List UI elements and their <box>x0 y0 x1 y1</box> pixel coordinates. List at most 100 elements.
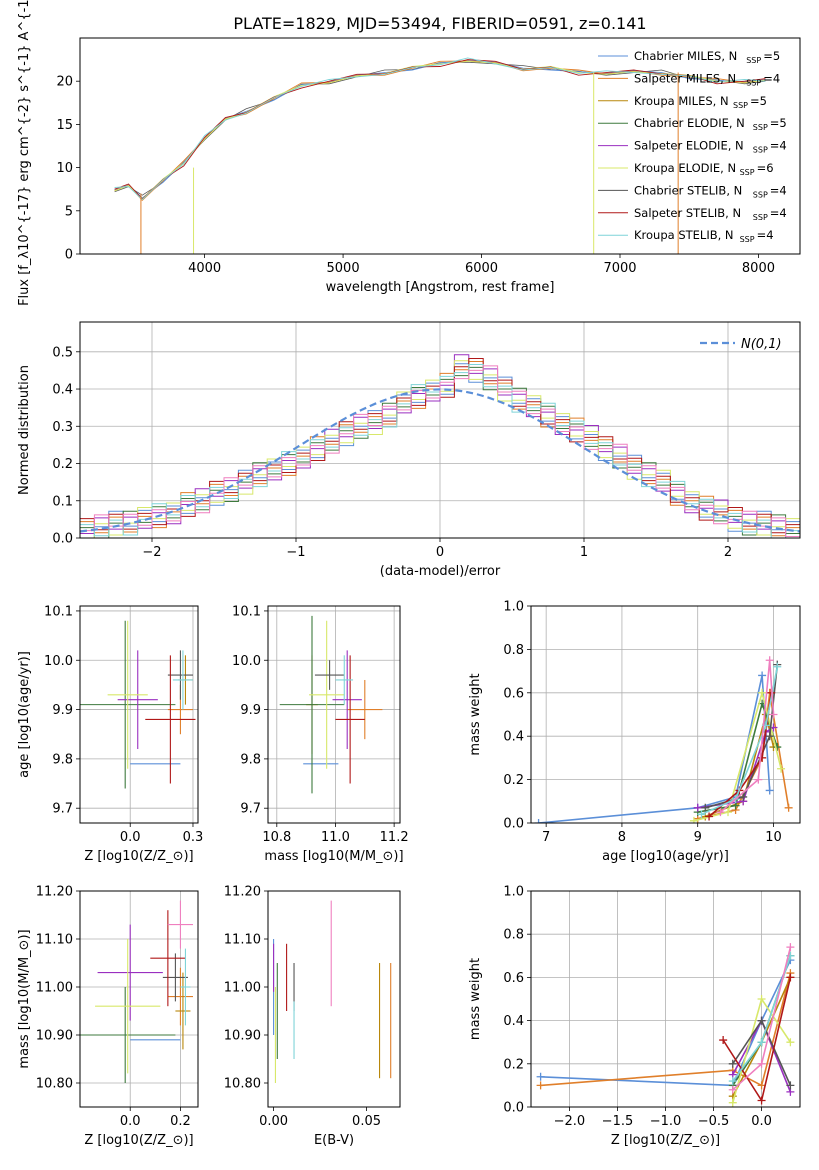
y-tick-label: 0.4 <box>503 730 524 745</box>
y-tick-label: 9.9 <box>52 703 73 718</box>
x-tick-label: 0.2 <box>170 1114 191 1129</box>
legend-nssp: =4 <box>770 139 787 153</box>
y-tick-label: 9.7 <box>240 802 261 817</box>
weight-marker <box>728 1085 737 1094</box>
y-axis-label: mass [log10(M/M_⊙)] <box>17 929 32 1068</box>
weight-marker <box>728 1098 737 1107</box>
y-axis-label: Normed distribution <box>17 365 32 495</box>
legend-label: N(0,1) <box>741 337 782 352</box>
weight-marker <box>534 819 543 823</box>
x-tick-label: 4000 <box>188 261 221 276</box>
y-tick-label: 10.80 <box>36 1077 73 1092</box>
plot-area-mass-age <box>279 615 383 794</box>
legend-label: Chabrier STELIB, N <box>634 183 742 197</box>
y-tick-label: 0.4 <box>503 1014 524 1029</box>
axes-frame <box>530 605 801 824</box>
x-axis-label: wavelength [Angstrom, rest frame] <box>326 280 555 295</box>
weight-marker <box>705 812 714 821</box>
legend-label: Chabrier MILES, N <box>634 49 737 63</box>
y-tick-label: 11.10 <box>224 933 261 948</box>
spectrum-line <box>114 57 766 201</box>
y-tick-label: 9.7 <box>52 802 73 817</box>
y-tick-label: 0.1 <box>52 494 73 509</box>
x-axis-label: (data-model)/error <box>380 564 501 579</box>
x-tick-label: 10.8 <box>262 830 291 845</box>
panel-age-weight: 7 8 9 10 0.0 0.2 0.4 0.6 0.8 1.0 age [log10(age/yr… <box>468 600 801 864</box>
y-axis-label: mass weight <box>468 673 483 755</box>
x-tick-label: 11.0 <box>321 830 350 845</box>
legend-nssp: =4 <box>770 206 787 220</box>
y-tick-label: 0.2 <box>52 457 73 472</box>
y-tick-label: 0 <box>65 248 73 263</box>
axes-frame <box>530 890 801 1108</box>
legend-nssp: =4 <box>763 71 780 85</box>
axes-frame <box>267 605 401 824</box>
y-tick-label: 0.6 <box>503 686 524 701</box>
y-axis-label: mass weight <box>468 958 483 1040</box>
weight-marker <box>693 803 702 812</box>
x-tick-label: 0.0 <box>120 1114 141 1129</box>
weight-marker <box>773 662 782 671</box>
x-tick-label: −2.0 <box>554 1114 586 1129</box>
y-tick-label: 11.00 <box>36 981 73 996</box>
plot-area-residuals <box>80 354 800 538</box>
weight-marker <box>757 995 766 1003</box>
x-tick-label: −0.5 <box>698 1114 730 1129</box>
legend-nssp: =5 <box>770 116 787 130</box>
weight-marker <box>716 808 725 817</box>
plot-area-age-weight <box>534 656 793 823</box>
weight-marker <box>773 743 782 752</box>
x-axis-label: Z [log10(Z/Z_⊙)] <box>611 1133 720 1148</box>
normal-curve <box>80 388 800 533</box>
y-tick-label: 11.20 <box>36 885 73 900</box>
x-tick-label: 0.3 <box>183 830 204 845</box>
legend-nssp: =6 <box>757 161 774 175</box>
legend-label: Salpeter MILES, N <box>634 71 736 85</box>
weight-marker <box>757 1016 766 1025</box>
y-tick-label: 0.4 <box>52 383 73 398</box>
panel-z-mass: 0.0 0.2 10.80 10.90 11.00 11.10 11.20 Z [log10(… <box>17 885 199 1148</box>
x-tick-label: 0.00 <box>259 1114 288 1129</box>
panel-spectrum: 4000 5000 6000 7000 8000 0 5 10 15 20 wavelength [… <box>17 0 801 306</box>
x-tick-label: 8000 <box>742 261 775 276</box>
legend-label: Salpeter STELIB, N <box>634 206 741 220</box>
weight-marker <box>536 1072 545 1081</box>
x-tick-label: 7000 <box>603 261 636 276</box>
x-tick-label: −1.5 <box>602 1114 634 1129</box>
axes-frame <box>79 605 199 824</box>
weight-marker <box>765 786 774 795</box>
weight-marker <box>784 803 793 812</box>
x-axis-label: Z [log10(Z/Z_⊙)] <box>84 1133 193 1148</box>
legend-label: Salpeter ELODIE, N <box>634 139 744 153</box>
plot-area-z-mass <box>80 900 193 1083</box>
weight-marker <box>786 1081 795 1090</box>
weight-marker <box>786 943 795 952</box>
y-tick-label: 11.00 <box>224 981 261 996</box>
weight-marker <box>739 792 748 801</box>
y-tick-label: 0.6 <box>503 971 524 986</box>
panel-z-age: 0.0 0.3 9.7 9.8 9.9 10.0 10.1 Z [log10(Z/Z_⊙)] a… <box>17 604 203 864</box>
x-axis-label: mass [log10(M/M_⊙)] <box>264 849 403 864</box>
legend-subscript: SSP <box>746 78 761 87</box>
legend-label: Kroupa ELODIE, N <box>634 161 736 175</box>
y-tick-label: 10.90 <box>36 1029 73 1044</box>
x-tick-label: 8 <box>618 830 626 845</box>
x-tick-label: −1 <box>286 545 305 560</box>
y-tick-label: 5 <box>65 204 73 219</box>
y-tick-label: 9.9 <box>240 703 261 718</box>
y-tick-label: 0.5 <box>52 345 73 360</box>
weight-marker <box>757 1038 766 1047</box>
legend-nssp: =4 <box>770 183 787 197</box>
weight-marker <box>697 810 706 819</box>
x-tick-label: 7 <box>542 830 550 845</box>
weight-marker <box>728 1059 737 1068</box>
axes-frame <box>267 890 401 1108</box>
x-axis-label: E(B-V) <box>314 1133 354 1148</box>
weight-marker <box>754 775 763 784</box>
y-tick-label: 0.2 <box>503 773 524 788</box>
legend-subscript: SSP <box>740 235 755 244</box>
weight-marker <box>777 764 786 773</box>
weight-line <box>719 660 775 813</box>
panel-ebv-mass: 0.00 0.05 10.80 10.90 11.00 11.10 11.20 E(B-V) <box>224 885 401 1148</box>
